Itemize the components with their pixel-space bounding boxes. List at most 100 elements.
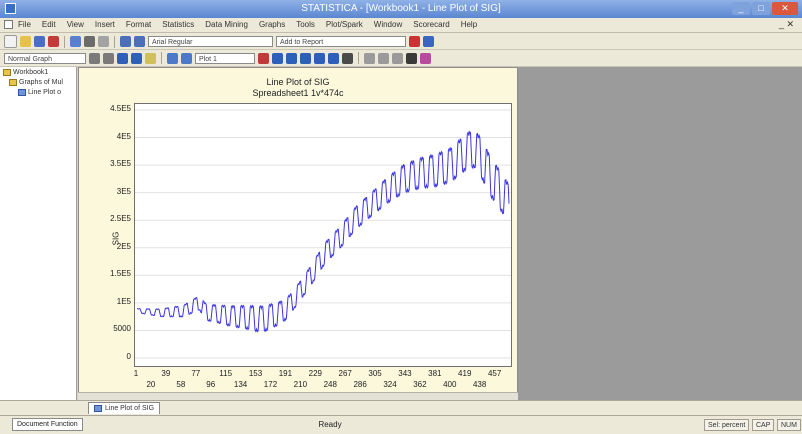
- menu-item-help[interactable]: Help: [460, 20, 478, 29]
- menu-item-scorecard[interactable]: Scorecard: [413, 20, 450, 29]
- series-line: [136, 130, 510, 333]
- graph-tool-icon[interactable]: [314, 52, 325, 64]
- graph-tool-icon[interactable]: [103, 52, 114, 64]
- menu-item-view[interactable]: View: [66, 20, 84, 29]
- menu-item-tools[interactable]: Tools: [296, 20, 315, 29]
- status-selection: Sel: percent: [704, 419, 750, 431]
- new-icon[interactable]: [4, 35, 17, 48]
- graph-type-combo[interactable]: Normal Graph: [4, 52, 86, 64]
- document-icon[interactable]: [4, 20, 13, 29]
- toolbar-separator: [161, 52, 162, 64]
- mdi-close-icon[interactable]: _ ✕: [778, 19, 794, 29]
- plot-combo[interactable]: Plot 1: [195, 52, 255, 64]
- line-chart: [135, 109, 511, 359]
- x-tick-label: 77: [191, 369, 201, 378]
- title-bar: STATISTICA - [Workbook1 - Line Plot of S…: [0, 0, 802, 18]
- graph-icon: [18, 89, 26, 96]
- menu-item-format[interactable]: Format: [125, 20, 152, 29]
- redo-icon[interactable]: [134, 36, 145, 47]
- x-tick-label: 381: [428, 369, 442, 378]
- graph-tool-icon[interactable]: [300, 52, 311, 64]
- x-tick-label: 134: [233, 380, 248, 389]
- status-ready: Ready: [318, 420, 342, 429]
- menu-item-edit[interactable]: Edit: [41, 20, 56, 29]
- menu-item-statistics[interactable]: Statistics: [162, 20, 195, 29]
- document-function-button[interactable]: Document Function: [12, 418, 83, 431]
- menu-item-file[interactable]: File: [18, 20, 31, 29]
- app-icon: [5, 3, 16, 14]
- tree-item-workbook[interactable]: Workbook1: [3, 69, 48, 76]
- help-icon[interactable]: [423, 36, 434, 47]
- save-icon[interactable]: [34, 36, 45, 47]
- graph-tool-icon[interactable]: [167, 52, 178, 64]
- y-tick-label: 3E5: [116, 186, 131, 196]
- menu-item-graphs[interactable]: Graphs: [258, 20, 286, 29]
- maximize-button[interactable]: □: [752, 2, 770, 15]
- graph-tool-icon[interactable]: [117, 52, 128, 64]
- x-tick-label: 419: [458, 369, 472, 378]
- y-tick-label: 2E5: [116, 241, 131, 251]
- graph-tool-icon[interactable]: [89, 52, 100, 64]
- open-icon[interactable]: [20, 36, 31, 47]
- minimize-button[interactable]: _: [732, 2, 750, 15]
- menu-item-data-mining[interactable]: Data Mining: [205, 20, 248, 29]
- x-tick-label: 191: [278, 369, 293, 378]
- folder-icon: [3, 69, 11, 76]
- x-tick-label: 457: [487, 369, 502, 378]
- graph-tool-icon[interactable]: [420, 52, 431, 64]
- tree-item-line-plot[interactable]: Line Plot o: [18, 89, 61, 96]
- x-tick-label: 438: [472, 380, 487, 389]
- report-combo[interactable]: Add to Report: [276, 36, 406, 47]
- y-tick-label: 1E5: [116, 296, 131, 306]
- graph-tool-icon[interactable]: [145, 52, 156, 64]
- y-tick-label: 4.5E5: [110, 104, 131, 113]
- x-tick-label: 286: [353, 380, 367, 389]
- menu-bar: File Edit View Insert Format Statistics Data M…: [0, 18, 802, 33]
- menu-item-insert[interactable]: Insert: [94, 20, 115, 29]
- y-tick-label: 5000: [113, 324, 131, 334]
- menu-items: File Edit View Insert Format Statistics Data M…: [18, 20, 477, 29]
- tree-item-label: Line Plot o: [28, 89, 62, 96]
- close-button[interactable]: ✕: [772, 2, 798, 15]
- menu-item-plot-spark[interactable]: Plot/Spark: [325, 20, 363, 29]
- x-tick-label: 153: [248, 369, 263, 378]
- toolbar-separator: [358, 52, 359, 64]
- document-tab-bar: Line Plot of SIG: [0, 400, 802, 415]
- graph-tool-icon[interactable]: [392, 52, 403, 64]
- y-tick-label: 2.5E5: [110, 214, 131, 224]
- status-cap: CAP: [752, 419, 775, 431]
- graph-tool-icon[interactable]: [328, 52, 339, 64]
- status-num: NUM: [777, 419, 801, 431]
- chart-icon[interactable]: [409, 36, 420, 47]
- cut-icon[interactable]: [70, 36, 81, 47]
- copy-icon[interactable]: [84, 36, 95, 47]
- graph-tool-icon[interactable]: [181, 52, 192, 64]
- graph-tool-icon[interactable]: [406, 52, 417, 64]
- graph-tool-icon[interactable]: [342, 52, 353, 64]
- graph-tool-icon[interactable]: [286, 52, 297, 64]
- y-tick-label: 0: [126, 352, 131, 361]
- graph-tool-icon[interactable]: [378, 52, 389, 64]
- folder-icon: [9, 79, 17, 86]
- tab-label: Line Plot of SIG: [105, 404, 155, 412]
- graph-tool-icon[interactable]: [272, 52, 283, 64]
- x-tick-label: 229: [308, 369, 322, 378]
- graph-tool-icon[interactable]: [364, 52, 375, 64]
- undo-icon[interactable]: [120, 36, 131, 47]
- graph-scrollbar[interactable]: [78, 392, 518, 401]
- tree-item-graphs[interactable]: Graphs of Mul: [9, 79, 63, 86]
- workbook-tree: Workbook1 Graphs of Mul Line Plot o: [0, 67, 77, 400]
- menu-item-window[interactable]: Window: [373, 20, 403, 29]
- font-combo[interactable]: Arial Regular: [148, 36, 273, 47]
- x-tick-label: 115: [219, 369, 233, 378]
- graph-tool-icon[interactable]: [131, 52, 142, 64]
- x-tick-label: 20: [146, 380, 156, 389]
- paste-icon[interactable]: [98, 36, 109, 47]
- toolbar-separator: [64, 35, 65, 48]
- graph-tool-icon[interactable]: [258, 52, 269, 64]
- tab-line-plot[interactable]: Line Plot of SIG: [88, 402, 161, 414]
- plot-area[interactable]: [134, 103, 512, 367]
- print-icon[interactable]: [48, 36, 59, 47]
- x-tick-label: 1: [133, 369, 139, 378]
- tree-item-label: Graphs of Mul: [19, 79, 63, 86]
